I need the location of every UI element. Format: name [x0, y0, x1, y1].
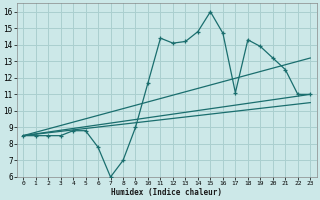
X-axis label: Humidex (Indice chaleur): Humidex (Indice chaleur): [111, 188, 222, 197]
